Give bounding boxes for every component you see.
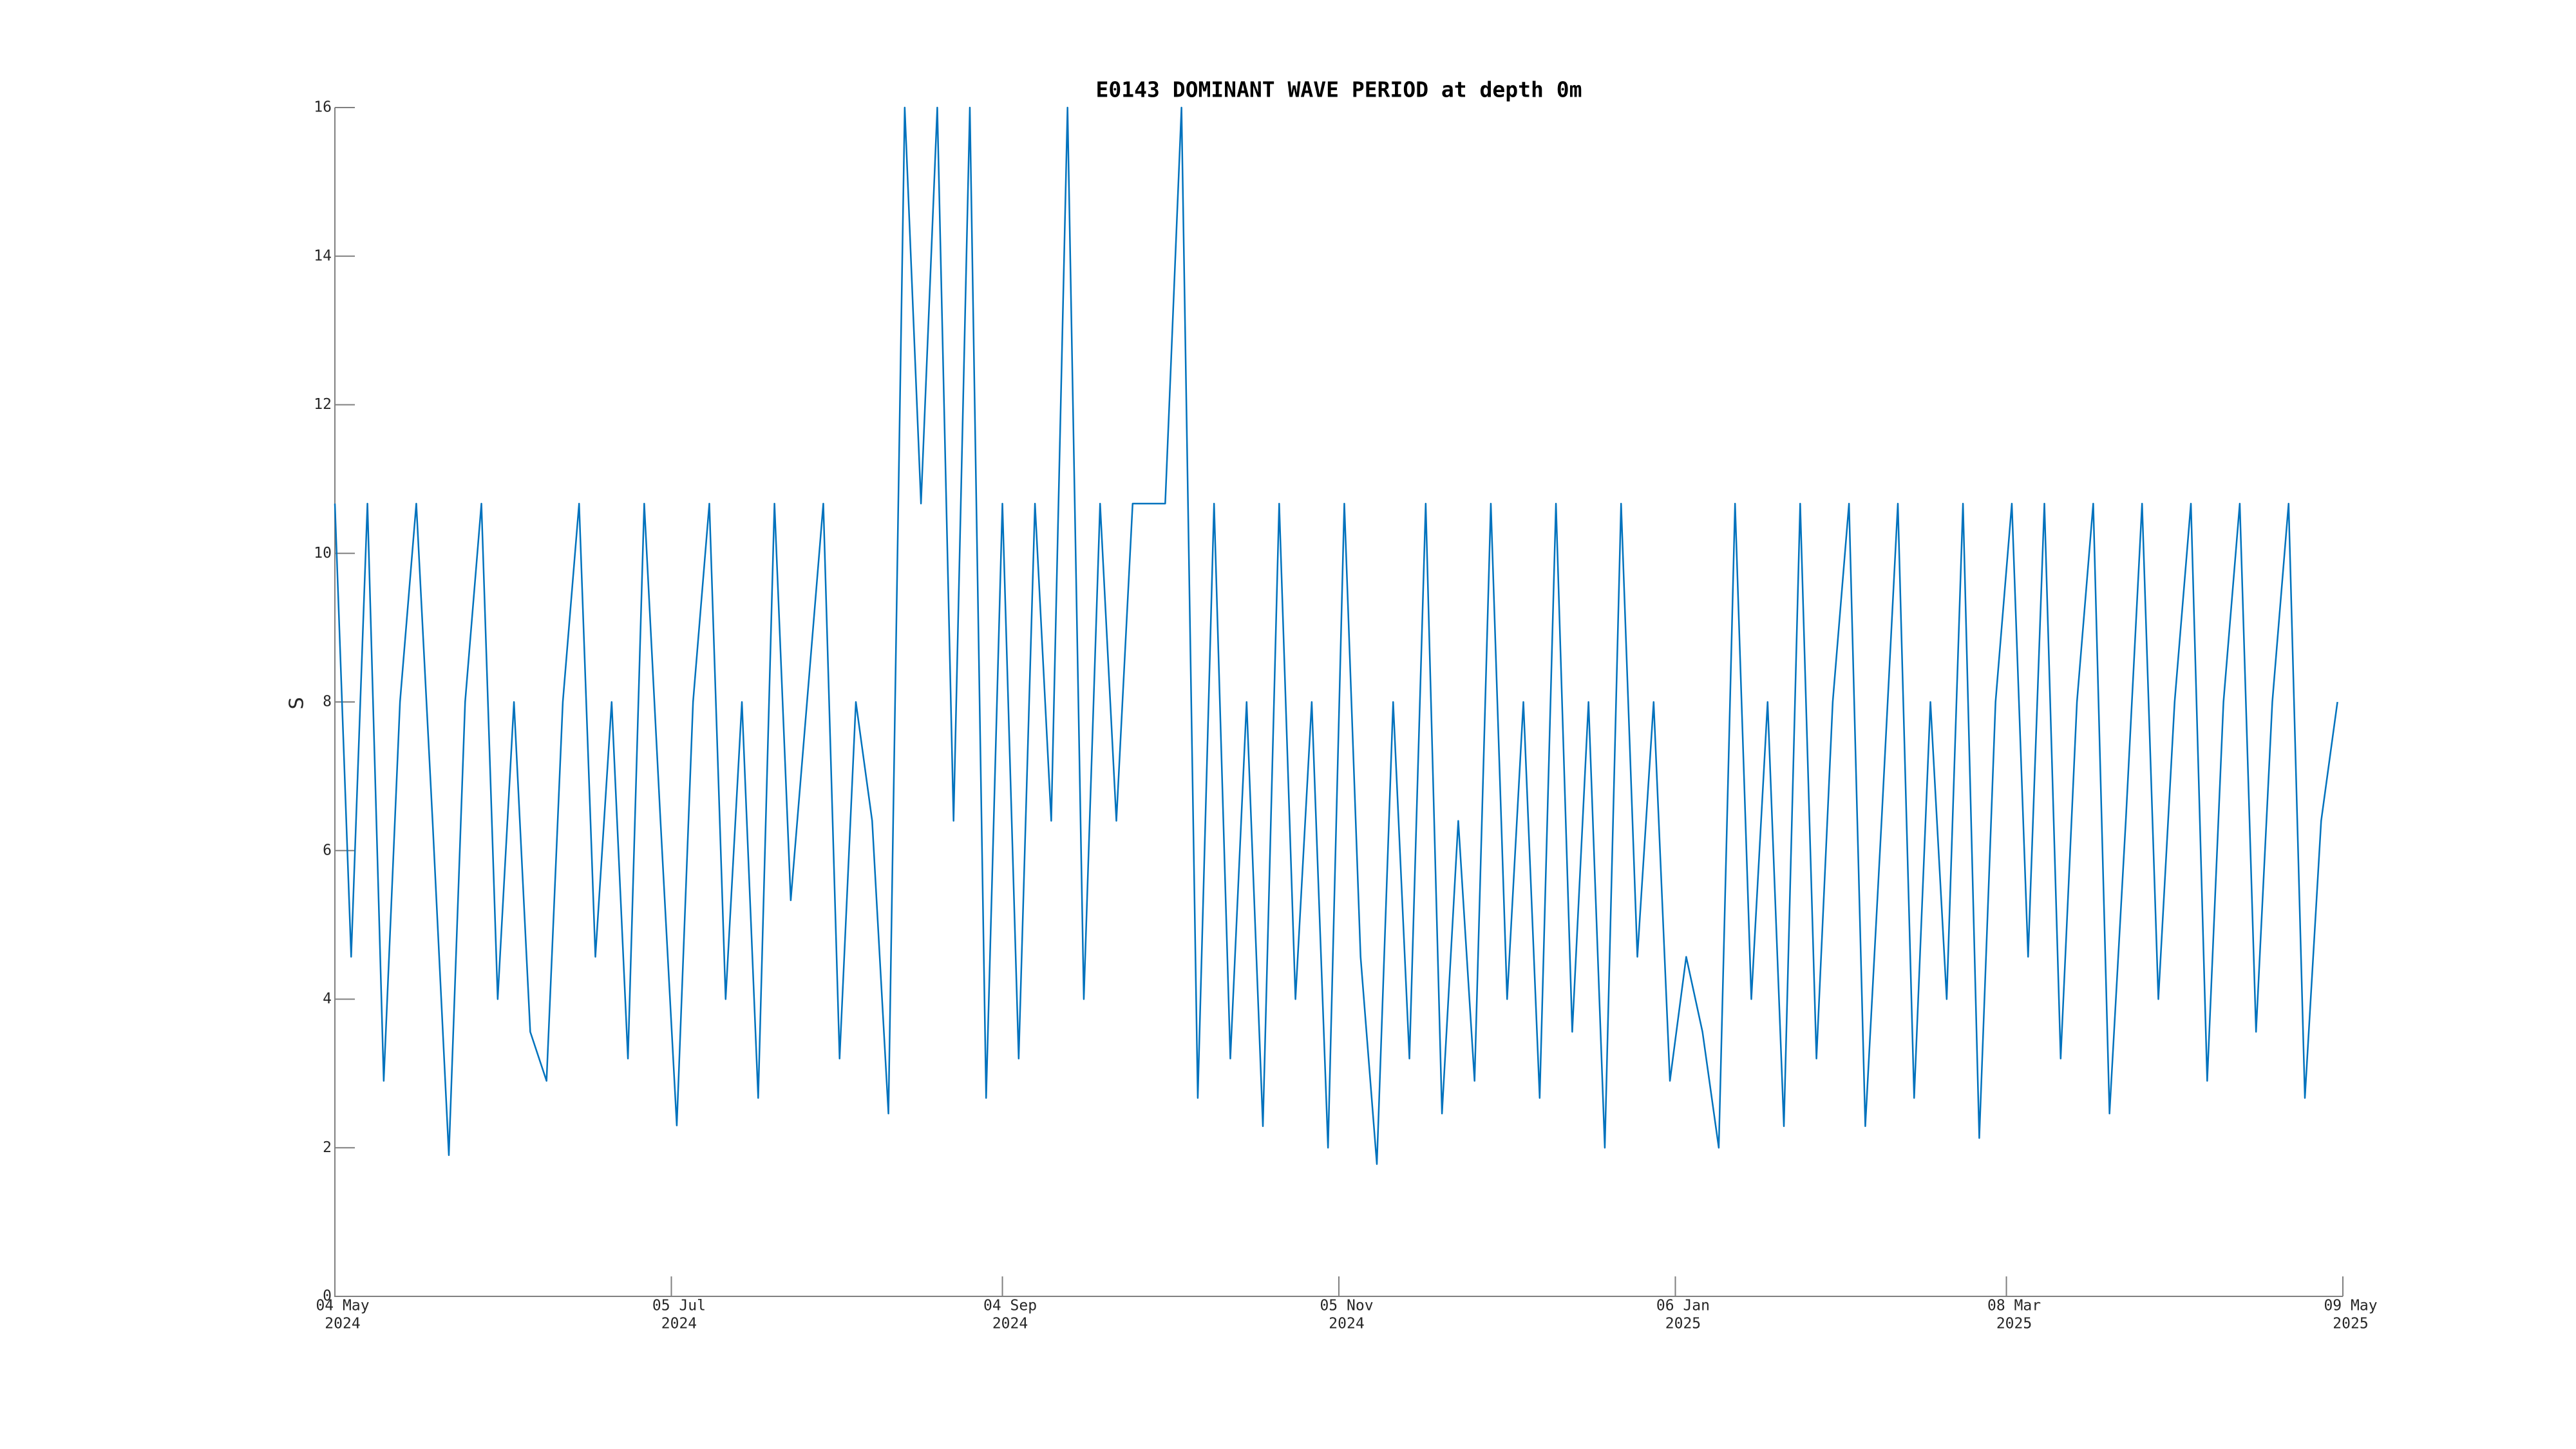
x-tick-label: 2024 bbox=[661, 1316, 697, 1332]
x-tick-label: 06 Jan bbox=[1656, 1298, 1710, 1314]
data-line bbox=[334, 106, 2338, 1165]
y-tick-label: 14 bbox=[314, 247, 332, 264]
y-tick-label: 16 bbox=[314, 99, 332, 116]
y-tick-label: 6 bbox=[323, 842, 332, 858]
chart-title: E0143 DOMINANT WAVE PERIOD at depth 0m bbox=[1096, 77, 1582, 102]
y-tick-label: 10 bbox=[314, 545, 332, 562]
y-tick-label: 0 bbox=[323, 1288, 332, 1305]
x-tick-label: 2025 bbox=[1665, 1316, 1701, 1332]
y-axis-label: S bbox=[286, 697, 308, 709]
x-tick-label: 05 Nov bbox=[1320, 1298, 1373, 1314]
x-tick-label: 2024 bbox=[1329, 1316, 1364, 1332]
x-tick-label: 04 May bbox=[316, 1298, 369, 1314]
x-tick-label: 05 Jul bbox=[652, 1298, 706, 1314]
y-tick-label: 8 bbox=[323, 694, 332, 710]
x-tick-label: 2024 bbox=[992, 1316, 1028, 1332]
x-tick-label: 08 Mar bbox=[1987, 1298, 2041, 1314]
x-tick-label: 04 Sep bbox=[983, 1298, 1037, 1314]
x-tick-label: 09 May bbox=[2324, 1298, 2377, 1314]
x-tick-label: 2025 bbox=[1996, 1316, 2032, 1332]
x-tick-label: 2025 bbox=[2333, 1316, 2368, 1332]
y-tick-label: 12 bbox=[314, 396, 332, 413]
x-tick-label: 2024 bbox=[325, 1316, 360, 1332]
y-tick-label: 2 bbox=[323, 1139, 332, 1156]
y-tick-label: 4 bbox=[323, 990, 332, 1007]
